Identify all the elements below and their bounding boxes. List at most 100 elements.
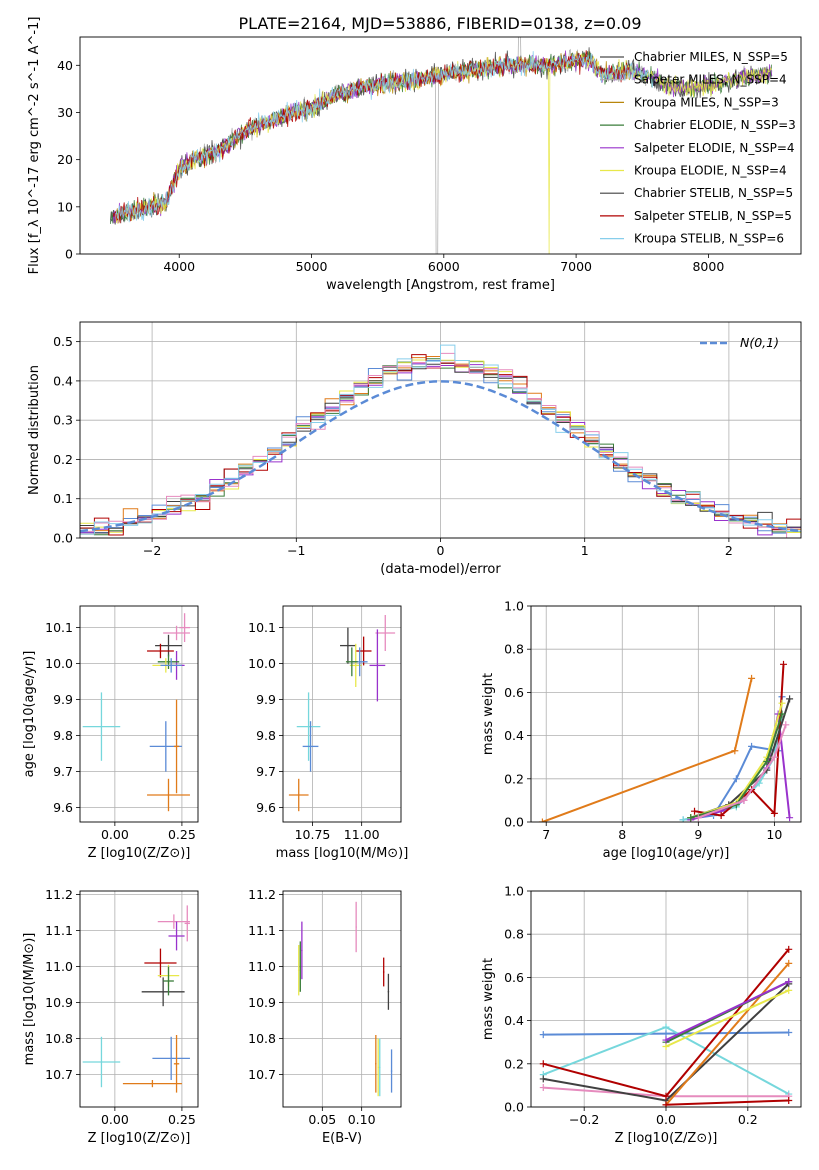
series-line-5: [665, 962, 790, 1106]
y-axis-label: mass weight: [481, 673, 496, 755]
axes-frame: [79, 605, 199, 823]
y-tick-label: 10.8: [45, 1031, 73, 1046]
spectrum-series-5: [115, 53, 772, 254]
y-tick-label: 10.8: [248, 1031, 276, 1046]
x-tick-label: 0.25: [168, 827, 196, 842]
y-tick-label: 0.6: [504, 970, 524, 985]
y-tick-label: 10.9: [248, 995, 276, 1010]
x-axis-label: age [log10(age/yr)]: [603, 846, 730, 861]
x-axis-label: Z [log10(Z/Z⊙)]: [615, 1131, 718, 1146]
y-tick-label: 0.0: [504, 1100, 524, 1115]
y-tick-label: 0.8: [504, 927, 524, 942]
data-point-1: [165, 745, 167, 748]
series-marker-8: [785, 978, 793, 986]
x-tick-label: 7: [542, 827, 550, 842]
data-point-8: [358, 661, 361, 663]
y-tick-label: 9.6: [256, 800, 276, 815]
series-marker-5: [786, 695, 794, 703]
y-tick-label: 10: [57, 199, 73, 214]
data-point-1: [309, 745, 312, 748]
spectrum-series-4: [112, 50, 773, 224]
series-marker-1: [748, 742, 756, 750]
series-marker-0: [785, 1028, 793, 1036]
data-point-0: [100, 1061, 103, 1063]
x-tick-label: 0.0: [656, 1112, 676, 1127]
axes-frame: [530, 605, 802, 823]
y-tick-label: 11.2: [45, 887, 73, 902]
data-point-5: [173, 920, 175, 923]
x-tick-label: 0.05: [308, 1112, 336, 1127]
x-tick-label: −0.2: [569, 1112, 599, 1127]
y-tick-label: 0.2: [504, 1056, 524, 1071]
spectrum-series-8: [115, 51, 656, 223]
series-marker-7: [662, 1043, 670, 1051]
data-point-3: [175, 745, 178, 748]
y-axis-label: mass weight: [481, 958, 496, 1040]
data-point-6: [183, 626, 186, 629]
series-marker-0: [538, 818, 546, 822]
data-point-3: [355, 926, 357, 928]
x-tick-label: 8000: [692, 259, 724, 274]
y-tick-label: 10.7: [248, 1067, 276, 1082]
series-marker-1: [662, 1023, 670, 1031]
data-point-5: [175, 632, 178, 634]
figure-title: PLATE=2164, MJD=53886, FIBERID=0138, z=0…: [238, 14, 641, 33]
series-line-6: [690, 702, 783, 819]
x-tick-label: 4000: [163, 259, 195, 274]
subplot-age-vs-Z: 0.00 0.25 9.6 9.7 9.8 9.9 10.0 10.1 Z [log10(Z/Z…: [22, 605, 199, 861]
normal-curve: [80, 380, 801, 533]
axes-frame: [282, 890, 402, 1108]
subplot-mass-vs-EBV: 0.05 0.10 10.7 10.8 10.9 11.0 11.1 11.2 E(B-V): [248, 887, 402, 1146]
y-tick-label: 0.6: [504, 685, 524, 700]
y-tick-label: 0.2: [504, 771, 524, 786]
y-tick-label: 9.9: [256, 692, 276, 707]
data-point-6: [376, 664, 379, 667]
y-tick-label: 11.1: [248, 923, 276, 938]
data-point-4: [375, 1063, 377, 1065]
legend: Chabrier MILES, N_SSP=5 Salpeter MILES, N…: [600, 50, 796, 246]
x-tick-label: 0.00: [101, 827, 129, 842]
y-tick-label: 9.7: [53, 764, 73, 779]
subplot-spectrum: 4000 5000 6000 7000 8000 0 10 20 30 40 wavelength …: [27, 17, 802, 293]
y-tick-label: 10.1: [45, 620, 73, 635]
subplot-mass-weight-vs-age: 7 8 9 10 0.0 0.2 0.4 0.6 0.8 1.0 age [log10(age/yr…: [481, 599, 802, 861]
data-point-2: [297, 794, 300, 796]
series-marker-9: [785, 1097, 793, 1105]
y-tick-label: 11.0: [45, 959, 73, 974]
x-tick-label: 7000: [560, 259, 592, 274]
data-point-6: [186, 922, 189, 925]
y-tick-label: 10.1: [248, 620, 276, 635]
plot-area: [80, 344, 801, 538]
data-point-7: [159, 962, 162, 964]
x-tick-label: −1: [287, 543, 305, 558]
legend-label-1: Salpeter MILES, N_SSP=4: [634, 73, 787, 87]
y-tick-label: 0.4: [504, 728, 524, 743]
series-marker-0: [731, 747, 739, 755]
x-axis-label: (data-model)/error: [380, 562, 501, 577]
series-line-8: [665, 980, 790, 1041]
series-line-8: [697, 724, 787, 819]
series-line-9: [665, 1099, 789, 1106]
data-point-2: [167, 794, 170, 796]
x-axis-label: Z [log10(Z/Z⊙)]: [88, 1131, 191, 1146]
y-tick-label: 10.0: [45, 656, 73, 671]
x-tick-label: 0.2: [738, 1112, 758, 1127]
x-tick-label: 2: [725, 543, 733, 558]
data-point-2: [151, 1082, 154, 1085]
series-marker-5: [785, 959, 793, 967]
data-point-4: [167, 644, 170, 647]
data-point-2: [301, 949, 303, 952]
y-tick-label: 40: [57, 58, 73, 73]
series-marker-0: [748, 674, 756, 682]
y-tick-label: 10.7: [45, 1067, 73, 1082]
series-marker-4: [717, 812, 725, 820]
data-point-0: [297, 969, 300, 971]
x-axis-label: E(B-V): [322, 1131, 362, 1146]
y-axis-label: Normed distribution: [27, 365, 42, 495]
subplots: 4000 5000 6000 7000 8000010203040wavelength …: [22, 17, 802, 1146]
y-tick-label: 10.0: [248, 656, 276, 671]
data-point-0: [100, 725, 103, 728]
plot-area: [82, 613, 190, 812]
data-point-7: [382, 971, 385, 973]
y-axis-label: age [log10(age/yr)]: [22, 651, 37, 778]
